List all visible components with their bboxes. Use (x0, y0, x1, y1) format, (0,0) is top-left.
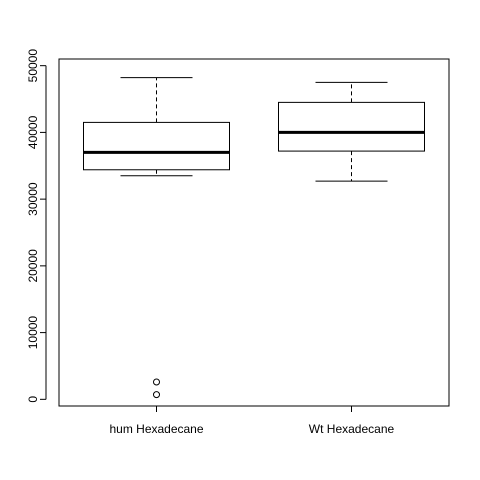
box-group (83, 77, 230, 399)
box-iqr (278, 101, 425, 152)
y-tick-label: 0 (26, 396, 40, 403)
y-axis: 0 10000 20000 30000 40000 50000 (26, 49, 47, 403)
box-iqr (83, 121, 230, 171)
x-axis: hum Hexadecane Wt Hexadecane (109, 405, 395, 436)
y-tick-label: 10000 (26, 316, 40, 350)
y-tick-label: 20000 (26, 249, 40, 283)
box-group (278, 81, 425, 182)
x-tick-label: Wt Hexadecane (309, 422, 395, 436)
y-tick-label: 50000 (26, 49, 40, 83)
outlier-point (153, 378, 160, 386)
boxes-layer (83, 77, 425, 399)
y-tick-label: 30000 (26, 182, 40, 216)
x-tick-label: hum Hexadecane (109, 422, 203, 436)
y-tick-label: 40000 (26, 115, 40, 149)
outlier-point (153, 391, 160, 399)
